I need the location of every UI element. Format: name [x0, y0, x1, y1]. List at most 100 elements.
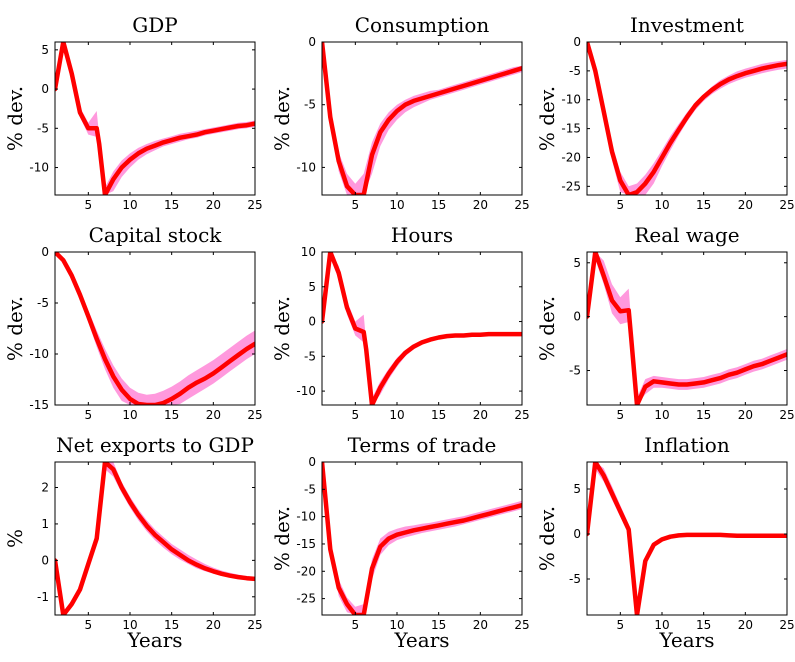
confidence-band: [322, 462, 522, 615]
y-tick-label: 5: [573, 256, 581, 270]
panel-title: Consumption: [355, 13, 490, 37]
y-tick-label: -5: [304, 482, 316, 496]
y-tick-label: -5: [569, 572, 581, 586]
x-tick-label: 20: [206, 408, 221, 422]
x-tick-label: 5: [85, 198, 93, 212]
panel-title: Capital stock: [89, 223, 223, 247]
y-tick-label: 5: [41, 43, 49, 57]
y-tick-label: 10: [301, 245, 316, 259]
y-tick-label: -5: [37, 296, 49, 310]
x-tick-label: 10: [389, 198, 404, 212]
y-tick-label: 0: [308, 315, 316, 329]
panel-terms-of-trade: Terms of trade % dev. Years 5 10 15 20 25 0 -5 -10…: [270, 433, 530, 652]
axes-frame: [586, 251, 788, 406]
panel-hours: Hours % dev. 5 10 15 20 25 10 5 0 -5 -10: [270, 223, 530, 422]
y-tick-label: 0: [573, 35, 581, 49]
y-tick-label: -25: [561, 179, 581, 193]
x-tick-label: 20: [738, 408, 753, 422]
confidence-band: [587, 462, 787, 615]
y-tick-label: 5: [573, 482, 581, 496]
y-tick-label: 0: [573, 310, 581, 324]
axes-frame: [586, 41, 788, 196]
x-tick-label: 15: [431, 408, 446, 422]
axes-frame: [54, 461, 256, 616]
response-line: [55, 462, 255, 615]
y-tick-label: -5: [569, 64, 581, 78]
panel-gdp: GDP % dev. 5 10 15 20 25 5 0 -5 -10: [3, 13, 263, 212]
y-tick-label: -5: [37, 121, 49, 135]
panel-consumption: Consumption % dev. 5 10 15 20 25 0 -5 -10: [270, 13, 530, 212]
y-tick-label: -10: [296, 160, 316, 174]
panel-capital-stock: Capital stock % dev. 5 10 15 20 25 0 -5 -10 -15: [3, 223, 263, 422]
response-line: [587, 252, 787, 405]
y-tick-label: 0: [41, 82, 49, 96]
y-axis-label: % dev.: [535, 296, 559, 361]
response-line: [55, 42, 255, 195]
confidence-band: [55, 42, 255, 195]
x-tick-label: 20: [738, 198, 753, 212]
y-tick-label: 2: [41, 481, 49, 495]
y-axis-label: % dev.: [535, 86, 559, 151]
axes-frame: [321, 461, 523, 616]
panel-real-wage: Real wage % dev. 5 10 15 20 25 5 0 -5: [535, 223, 795, 422]
y-tick-label: -5: [304, 98, 316, 112]
y-tick-label: 1: [41, 517, 49, 531]
x-tick-label: 10: [122, 408, 137, 422]
x-tick-label: 15: [164, 198, 179, 212]
y-tick-label: -10: [561, 93, 581, 107]
x-tick-label: 15: [696, 618, 711, 632]
panel-title: Hours: [391, 223, 453, 247]
y-tick-label: -1: [37, 590, 49, 604]
panel-investment: Investment % dev. 5 10 15 20 25 0 -5 -10 -15 -20 -25: [535, 13, 795, 212]
x-tick-label: 5: [352, 618, 360, 632]
x-tick-label: 10: [389, 618, 404, 632]
response-line: [587, 462, 787, 615]
y-tick-label: -15: [29, 398, 49, 412]
x-tick-label: 25: [514, 408, 529, 422]
x-tick-label: 5: [617, 408, 625, 422]
x-tick-label: 15: [431, 198, 446, 212]
y-axis-label: % dev.: [270, 506, 294, 571]
y-tick-label: -20: [296, 564, 316, 578]
y-axis-label: % dev.: [3, 296, 27, 361]
x-tick-label: 15: [431, 618, 446, 632]
y-axis-label: % dev.: [535, 506, 559, 571]
x-tick-label: 25: [514, 198, 529, 212]
x-tick-label: 15: [696, 198, 711, 212]
x-tick-label: 25: [779, 408, 794, 422]
y-axis-label: %: [3, 529, 27, 548]
x-tick-label: 20: [473, 618, 488, 632]
confidence-band: [322, 252, 522, 405]
x-tick-label: 10: [122, 618, 137, 632]
y-axis-label: % dev.: [3, 86, 27, 151]
y-tick-label: 0: [308, 455, 316, 469]
x-axis-label: Years: [658, 628, 714, 652]
y-tick-label: -10: [29, 161, 49, 175]
y-tick-label: -10: [29, 347, 49, 361]
y-tick-label: 5: [308, 280, 316, 294]
y-tick-label: -25: [296, 592, 316, 606]
x-tick-label: 20: [738, 618, 753, 632]
response-line: [587, 42, 787, 195]
x-tick-label: 15: [696, 408, 711, 422]
x-tick-label: 20: [473, 198, 488, 212]
x-axis-label: Years: [393, 628, 449, 652]
y-tick-label: -5: [569, 364, 581, 378]
y-tick-label: -5: [304, 349, 316, 363]
response-line: [322, 462, 522, 615]
axes-frame: [54, 41, 256, 196]
x-tick-label: 10: [654, 198, 669, 212]
y-tick-label: -10: [296, 384, 316, 398]
y-tick-label: -10: [296, 510, 316, 524]
x-tick-label: 10: [122, 198, 137, 212]
response-line: [322, 42, 522, 195]
confidence-band: [55, 462, 255, 615]
x-tick-label: 10: [654, 408, 669, 422]
x-tick-label: 15: [164, 618, 179, 632]
confidence-band: [587, 252, 787, 405]
x-tick-label: 25: [247, 198, 262, 212]
x-tick-label: 5: [352, 198, 360, 212]
x-tick-label: 25: [779, 198, 794, 212]
